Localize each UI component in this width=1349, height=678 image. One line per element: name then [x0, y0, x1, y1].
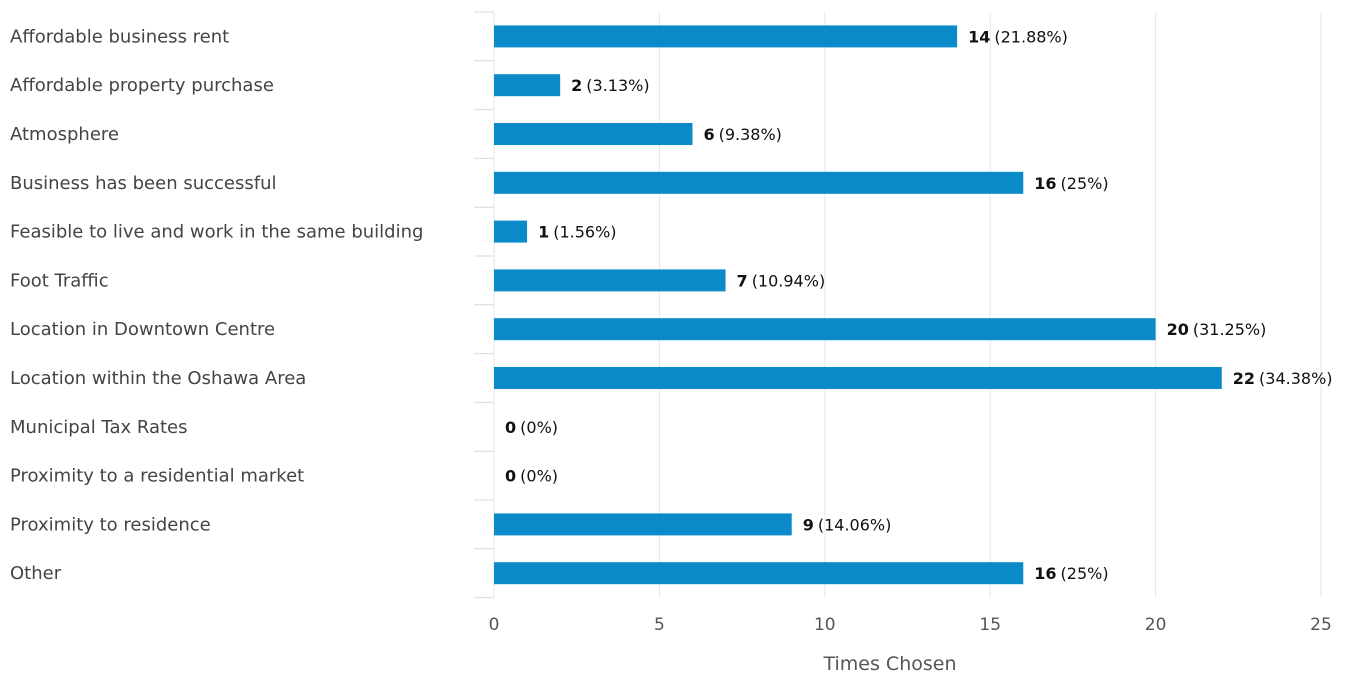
data-label-percent: (31.25%) [1193, 320, 1267, 339]
data-label: 9 (14.06%) [803, 515, 892, 534]
data-label-percent: (1.56%) [553, 223, 616, 242]
bars [494, 25, 1222, 585]
x-tick-label: 15 [979, 615, 1001, 635]
data-label: 0 (0%) [505, 418, 558, 437]
category-labels: Affordable business rent Affordable prope… [10, 26, 423, 584]
data-label: 16 (25%) [1034, 174, 1108, 193]
category-label: Atmosphere [10, 124, 119, 145]
data-label-count: 7 [737, 271, 748, 290]
data-label-percent: (14.06%) [818, 515, 892, 534]
data-label-count: 1 [538, 223, 549, 242]
data-label-percent: (0%) [520, 418, 558, 437]
data-label: 14 (21.88%) [968, 27, 1068, 46]
bar [494, 171, 1024, 194]
category-label: Proximity to a residential market [10, 466, 304, 487]
x-tick-label: 0 [489, 615, 500, 635]
bar [494, 74, 561, 97]
bar [494, 513, 792, 536]
category-label: Municipal Tax Rates [10, 417, 188, 438]
category-label: Affordable property purchase [10, 75, 274, 96]
category-label: Feasible to live and work in the same bu… [10, 222, 423, 243]
data-label: 22 (34.38%) [1233, 369, 1333, 388]
category-label: Foot Traffic [10, 270, 109, 291]
data-label-percent: (3.13%) [586, 76, 649, 95]
x-tick-label: 10 [814, 615, 836, 635]
bar [494, 25, 958, 48]
data-label-percent: (9.38%) [719, 125, 782, 144]
data-label-count: 20 [1167, 320, 1189, 339]
data-label: 16 (25%) [1034, 564, 1108, 583]
data-label-count: 16 [1034, 564, 1056, 583]
data-label-count: 0 [505, 467, 516, 486]
data-label-count: 2 [571, 76, 582, 95]
data-label-percent: (25%) [1061, 174, 1109, 193]
data-label-count: 6 [703, 125, 714, 144]
data-label: 6 (9.38%) [703, 125, 781, 144]
x-tick-label: 5 [654, 615, 665, 635]
category-label: Location in Downtown Centre [10, 319, 275, 340]
data-label: 20 (31.25%) [1167, 320, 1267, 339]
category-label: Location within the Oshawa Area [10, 368, 306, 389]
bar [494, 220, 528, 243]
gridlines [493, 12, 1322, 598]
data-label-percent: (0%) [520, 467, 558, 486]
category-label: Other [10, 563, 62, 584]
data-label: 7 (10.94%) [737, 271, 826, 290]
value-labels: 14 (21.88%) 2 (3.13%) 6 (9.38%) 16 (25%) 1 (1.56%… [505, 27, 1333, 583]
bar [494, 269, 726, 292]
category-label: Affordable business rent [10, 26, 229, 47]
data-label-percent: (21.88%) [994, 27, 1068, 46]
category-label: Proximity to residence [10, 514, 211, 535]
data-label-count: 22 [1233, 369, 1255, 388]
x-axis-title: Times Chosen [823, 653, 957, 675]
category-label: Business has been successful [10, 173, 277, 194]
x-tick-labels: 0 5 10 15 20 25 [489, 615, 1332, 635]
data-label-count: 14 [968, 27, 990, 46]
category-ticks [474, 11, 494, 599]
data-label: 2 (3.13%) [571, 76, 649, 95]
x-tick-label: 20 [1145, 615, 1167, 635]
data-label: 1 (1.56%) [538, 223, 616, 242]
data-label-percent: (10.94%) [752, 271, 826, 290]
bar [494, 562, 1024, 585]
bar [494, 123, 693, 145]
bar [494, 367, 1222, 389]
data-label-count: 9 [803, 515, 814, 534]
data-label-count: 0 [505, 418, 516, 437]
data-label: 0 (0%) [505, 467, 558, 486]
x-tick-label: 25 [1310, 615, 1332, 635]
data-label-percent: (25%) [1061, 564, 1109, 583]
data-label-percent: (34.38%) [1259, 369, 1333, 388]
bar [494, 318, 1156, 341]
data-label-count: 16 [1034, 174, 1056, 193]
